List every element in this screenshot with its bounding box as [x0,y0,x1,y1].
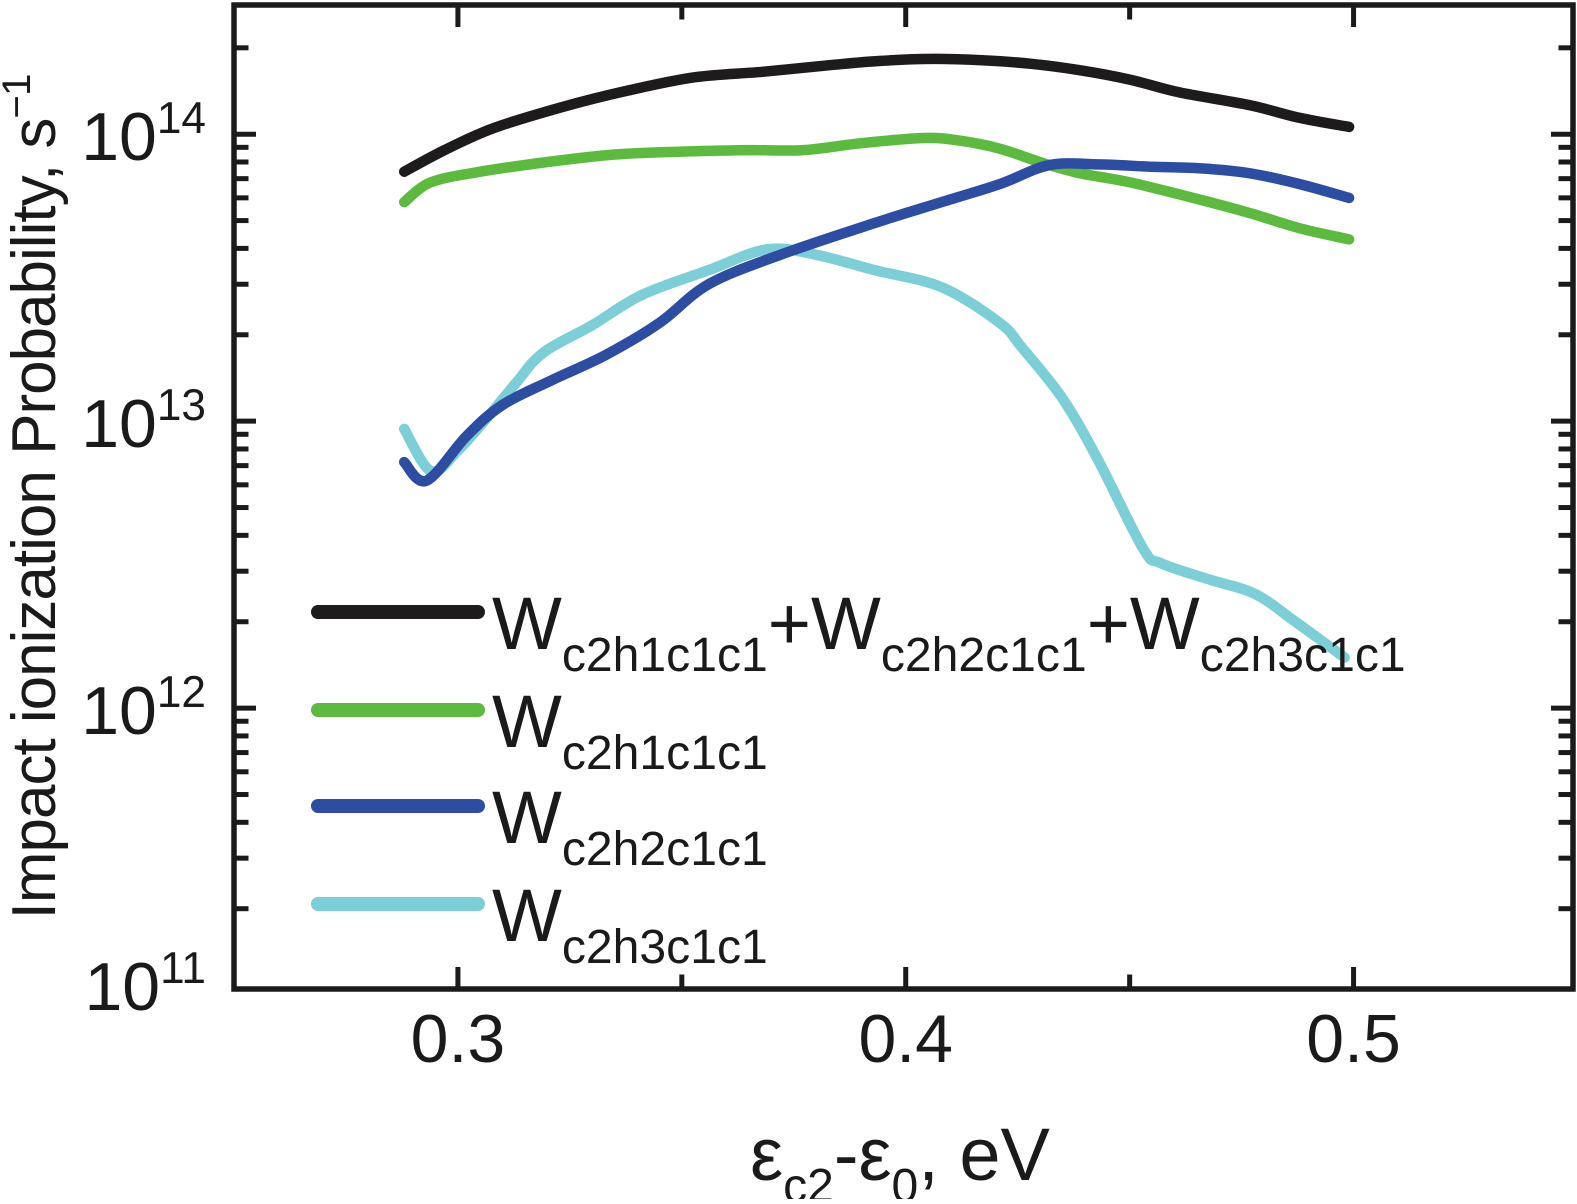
legend-entry: Wc2h1c1c1 [311,680,768,780]
legend-label: Wc2h3c1c1 [492,874,768,974]
legend-label: Wc2h2c1c1 [492,776,768,876]
y-tick-label: 1014 [81,94,206,175]
x-axis-title: εc2-ε0, eV [750,1113,1050,1199]
curve-wc2h2c1c1 [398,158,1355,487]
legend-entry: Wc2h2c1c1 [311,776,768,876]
legend-label: Wc2h1c1c1+Wc2h2c1c1+Wc2h3c1c1 [492,582,1406,682]
y-tick-label: 1011 [84,944,206,1025]
y-tick-label: 1012 [81,668,206,749]
legend: Wc2h1c1c1+Wc2h2c1c1+Wc2h3c1c1Wc2h1c1c1Wc… [311,582,1406,974]
axis-ticks [236,7,1571,987]
y-axis-title: Impact ionization Probability, s−1 [0,75,69,920]
y-tick-label: 1013 [81,381,206,462]
x-tick-label: 0.4 [858,1001,953,1077]
legend-label: Wc2h1c1c1 [492,680,768,780]
legend-entry: Wc2h1c1c1+Wc2h2c1c1+Wc2h3c1c1 [311,582,1406,682]
curve-sum-total [398,53,1355,177]
plot-frame [231,2,1576,992]
legend-entry: Wc2h3c1c1 [311,874,768,974]
curve-wc2h1c1c1 [398,132,1355,245]
x-tick-label: 0.3 [411,1001,506,1077]
x-tick-label: 0.5 [1306,1001,1401,1077]
curve-wc2h3c1c1 [398,243,1350,663]
